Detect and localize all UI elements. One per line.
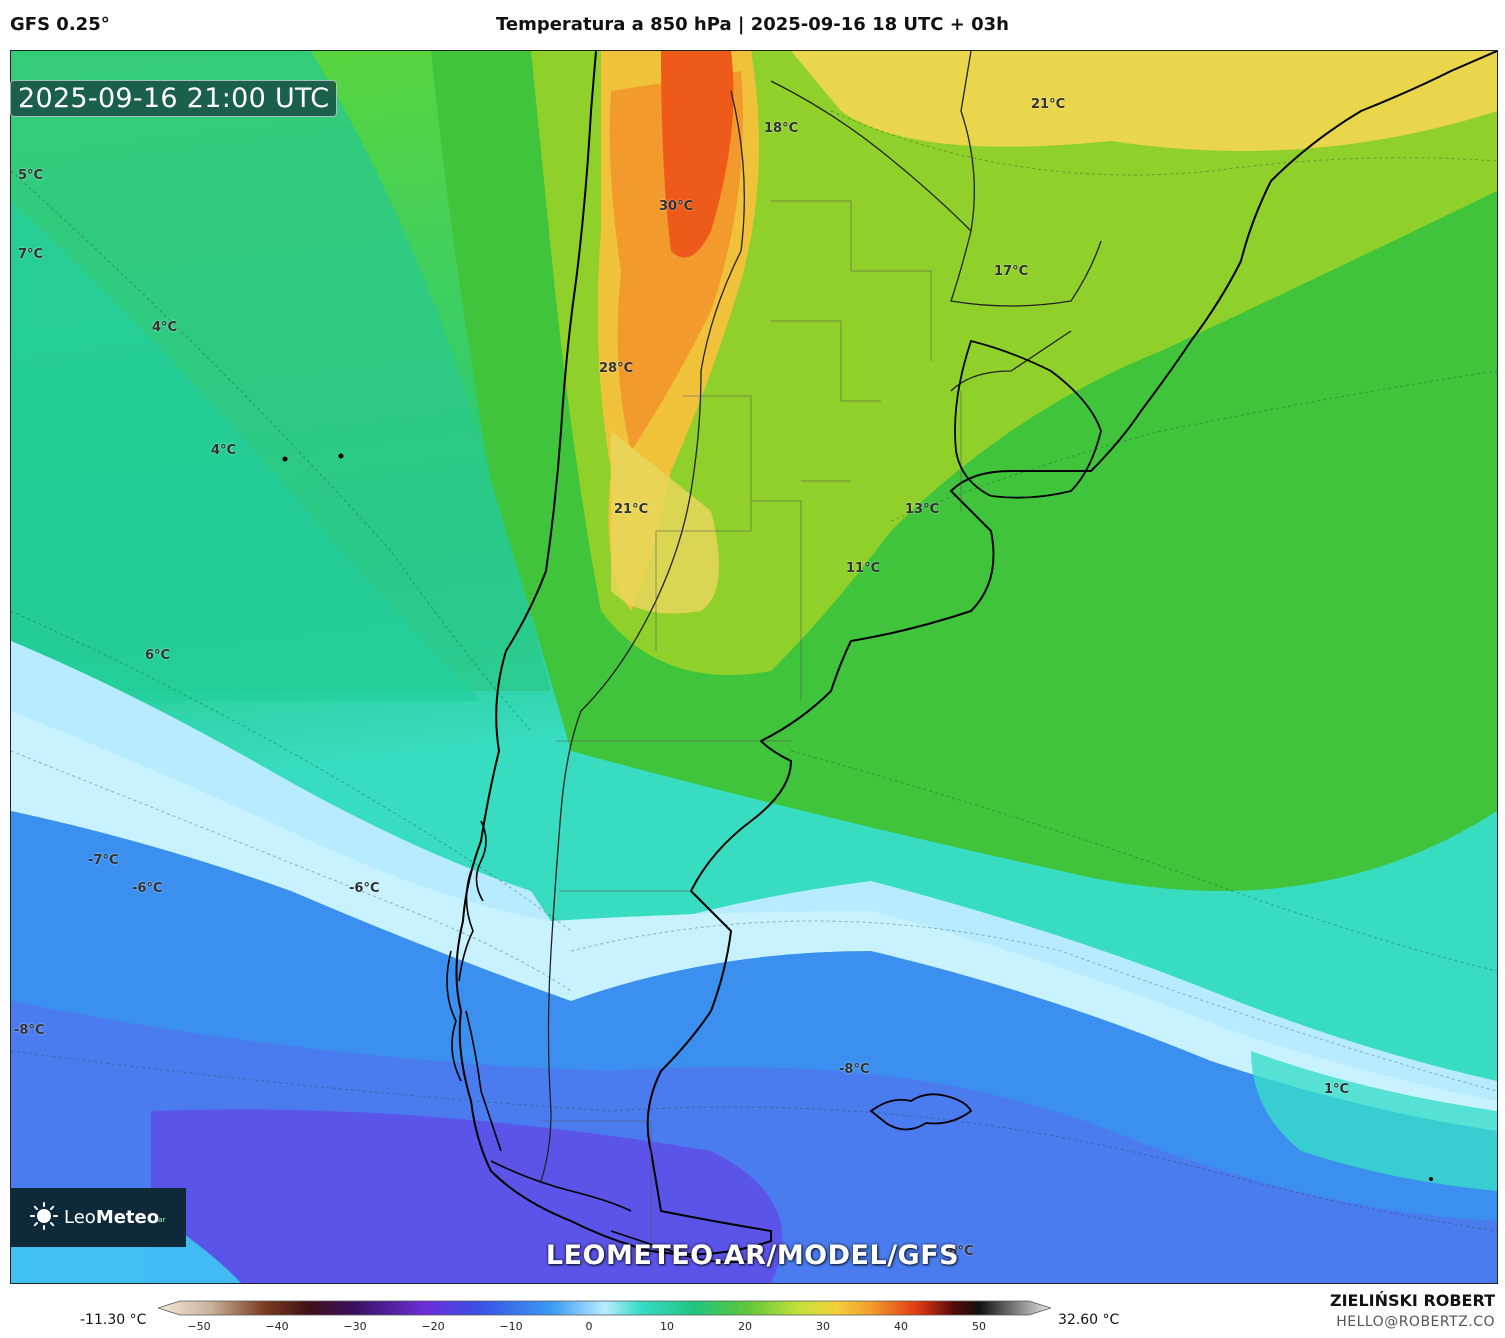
- map-canvas: [11, 51, 1497, 1283]
- author-credit: ZIELIŃSKI ROBERT: [1329, 1291, 1495, 1310]
- tick-label: 40: [894, 1320, 908, 1333]
- coastline: [455, 51, 1497, 1256]
- temp-label: -8°C: [943, 1244, 974, 1259]
- chilean-archipelago: [446, 820, 752, 1263]
- temp-label: 30°C: [659, 199, 694, 214]
- tick-label: −30: [343, 1320, 367, 1333]
- map-title: Temperatura a 850 hPa | 2025-09-16 18 UT…: [495, 14, 1009, 35]
- tick-label: 20: [738, 1320, 752, 1333]
- temp-label: 17°C: [994, 264, 1029, 279]
- temp-label: 21°C: [614, 502, 649, 517]
- tick-label: 10: [660, 1320, 674, 1333]
- sun-icon: [30, 1202, 58, 1230]
- temp-label: 11°C: [846, 561, 881, 576]
- field-pale-core: [11, 711, 1497, 1131]
- borders: [540, 51, 1102, 1182]
- tick-label: −10: [499, 1320, 523, 1333]
- colorbar: [158, 1300, 1051, 1316]
- tick-label: −20: [421, 1320, 445, 1333]
- field-hottest-core: [661, 51, 734, 258]
- temp-label: 6°C: [145, 648, 171, 663]
- brand-suffix: .ar: [156, 1216, 166, 1224]
- tick-label: −50: [187, 1320, 211, 1333]
- field-west-teal: [11, 201, 481, 701]
- tick-label: 0: [585, 1320, 593, 1333]
- small-islands: [282, 453, 1433, 1181]
- temp-label: -7°C: [88, 853, 119, 868]
- contours: [11, 110, 1497, 1232]
- model-name: GFS 0.25°: [10, 14, 110, 35]
- temp-label: 21°C: [1031, 97, 1066, 112]
- temp-label: 4°C: [152, 320, 178, 335]
- colorbar-max: 32.60 °C: [1058, 1312, 1120, 1328]
- field-teal-east: [1251, 1051, 1497, 1191]
- model-url-watermark: LEOMETEO.AR/MODEL/GFS: [545, 1240, 960, 1271]
- field-coldest-south: [151, 1109, 783, 1283]
- author-contact: HELLO@ROBERTZ.CO: [1336, 1314, 1495, 1330]
- temp-label: 1°C: [1324, 1082, 1350, 1097]
- tick-label: −40: [265, 1320, 289, 1333]
- temp-label: 4°C: [211, 443, 237, 458]
- brand-name: LeoMeteo: [64, 1207, 160, 1228]
- valid-time-badge: 2025-09-16 21:00 UTC: [10, 80, 338, 117]
- uruguay-outline: [954, 339, 1102, 499]
- temp-label: 5°C: [18, 168, 44, 183]
- province-borders: [541, 200, 962, 1241]
- field-warm-northeast: [791, 51, 1497, 151]
- temp-label: -6°C: [349, 881, 380, 896]
- temp-label: 7°C: [18, 247, 44, 262]
- temp-label: -6°C: [132, 881, 163, 896]
- tick-label: 30: [816, 1320, 830, 1333]
- field-mild-north: [531, 51, 1497, 675]
- temp-label: 18°C: [764, 121, 799, 136]
- field-warm-central: [611, 431, 719, 614]
- colorbar-ticks: −50 −40 −30 −20 −10 0 10 20 30 40 50: [0, 1320, 1505, 1336]
- temp-label: 13°C: [905, 502, 940, 517]
- colorbar-min: -11.30 °C: [80, 1312, 147, 1328]
- tick-label: 50: [972, 1320, 986, 1333]
- temp-label: -8°C: [839, 1062, 870, 1077]
- temperature-map: [10, 50, 1498, 1284]
- temp-label: 28°C: [599, 361, 634, 376]
- falkland-islands: [869, 1093, 973, 1131]
- leometeo-logo: LeoMeteo .ar: [10, 1188, 186, 1247]
- temp-label: -8°C: [14, 1023, 45, 1038]
